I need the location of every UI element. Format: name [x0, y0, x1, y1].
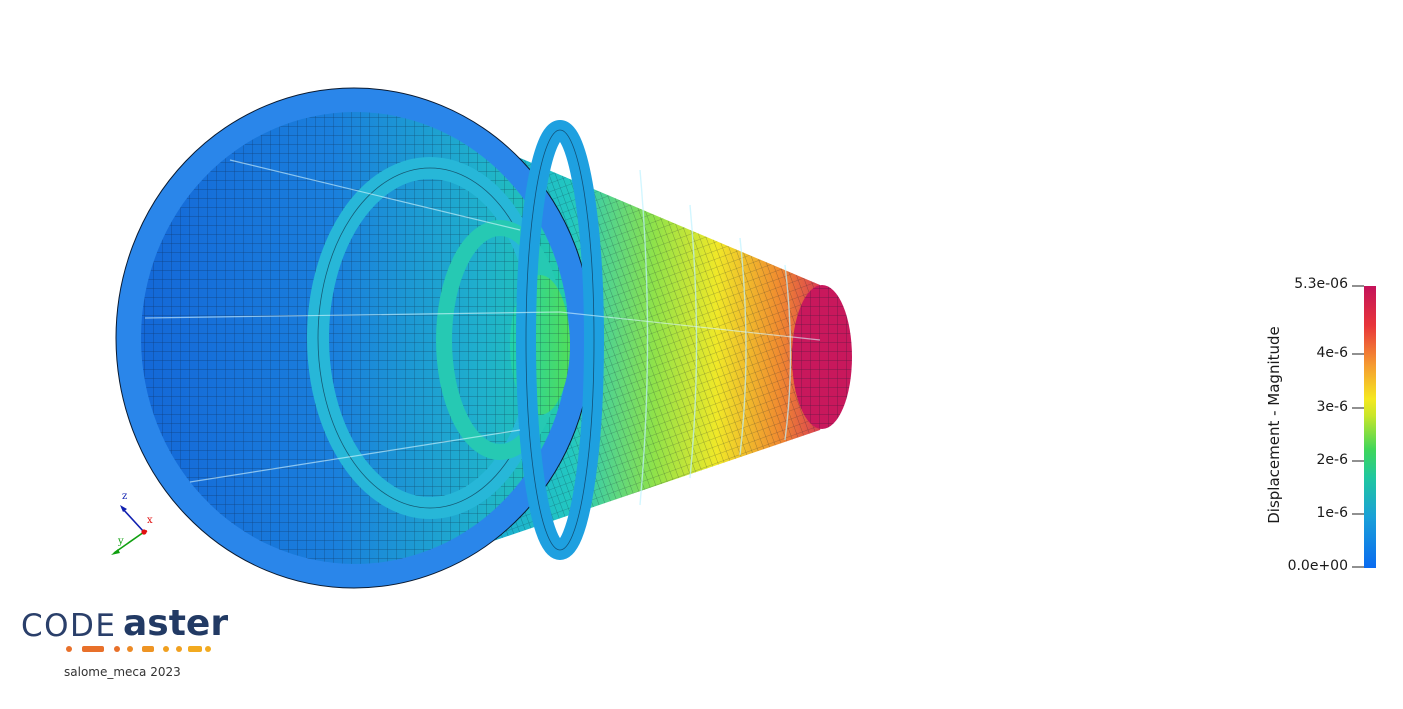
colorbar-gradient [1364, 286, 1376, 568]
axis-y-label: y [118, 536, 124, 547]
cylinder-mesh-model [115, 87, 852, 589]
logo-dashes [66, 646, 211, 652]
logo-subtitle: salome_meca 2023 [64, 665, 181, 679]
logo-word-aster: aster [123, 603, 229, 644]
logo-word-code: CODE [21, 608, 117, 644]
axes-triad [111, 505, 148, 555]
colorbar-tick-label: 0.0e+00 [1287, 558, 1348, 574]
cone-ring-lines [639, 169, 792, 506]
colorbar-tick-label: 2e-6 [1316, 452, 1348, 468]
colorbar-tick-label: 4e-6 [1316, 345, 1348, 361]
axis-x-label: x [147, 515, 153, 526]
colorbar [1352, 285, 1376, 568]
colorbar-tick-label: 1e-6 [1316, 505, 1348, 521]
colorbar-tick-label: 3e-6 [1316, 399, 1348, 415]
colorbar-tick-label: 5.3e-06 [1294, 276, 1348, 292]
axis-z-label: z [122, 491, 128, 502]
